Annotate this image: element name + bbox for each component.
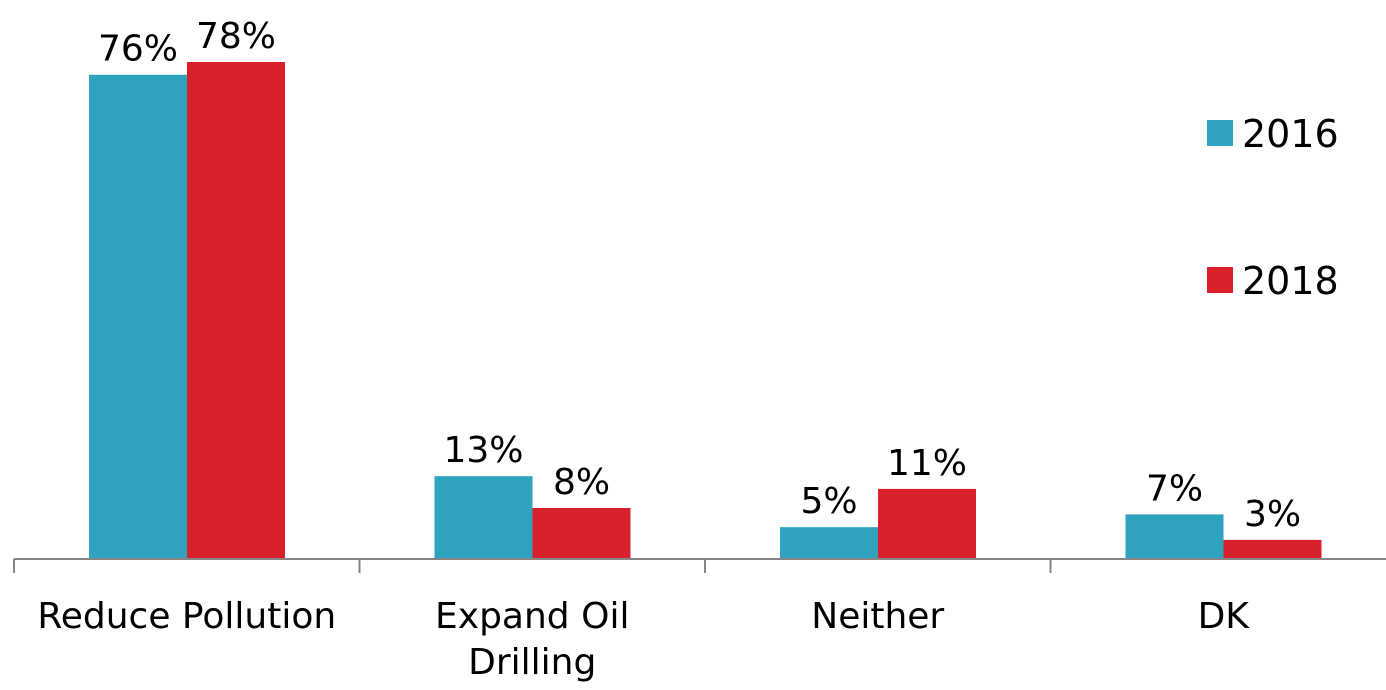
value-label-2018-1: 8% <box>553 462 610 503</box>
tick-label-0: Reduce Pollution <box>37 596 336 637</box>
bar-2016-0 <box>89 74 187 559</box>
bar-2018-0 <box>187 62 285 559</box>
bar-2018-2 <box>878 488 976 559</box>
bar-2016-3 <box>1125 514 1224 559</box>
tick-label-1: Expand Oil Drilling <box>435 596 629 683</box>
value-label-2018-0: 78% <box>196 16 276 57</box>
value-label-2018-2: 11% <box>887 443 967 484</box>
legend: 2016 2018 <box>1207 112 1339 303</box>
bars-group <box>89 62 1322 559</box>
x-axis <box>13 558 1386 573</box>
legend-label-2018: 2018 <box>1242 259 1339 303</box>
category-labels-group: Reduce Pollution Expand Oil Drilling Neithe… <box>37 596 1250 683</box>
value-label-2018-3: 3% <box>1244 494 1301 535</box>
bar-2018-3 <box>1223 539 1322 559</box>
legend-swatch-2016 <box>1207 120 1233 146</box>
bar-2018-1 <box>532 508 631 559</box>
bar-2016-1 <box>434 476 533 559</box>
value-label-2016-2: 5% <box>800 481 857 522</box>
value-label-2016-0: 76% <box>98 29 178 70</box>
value-label-2016-1: 13% <box>443 430 523 471</box>
tick-label-3: DK <box>1198 596 1251 637</box>
legend-swatch-2018 <box>1207 267 1233 293</box>
legend-label-2016: 2016 <box>1242 112 1339 156</box>
value-labels-group: 76% 13% 5% 7% 78% 8% 11% 3% <box>98 16 1301 535</box>
value-label-2016-3: 7% <box>1146 468 1203 509</box>
bar-2016-2 <box>780 527 878 559</box>
tick-label-2: Neither <box>811 596 944 637</box>
